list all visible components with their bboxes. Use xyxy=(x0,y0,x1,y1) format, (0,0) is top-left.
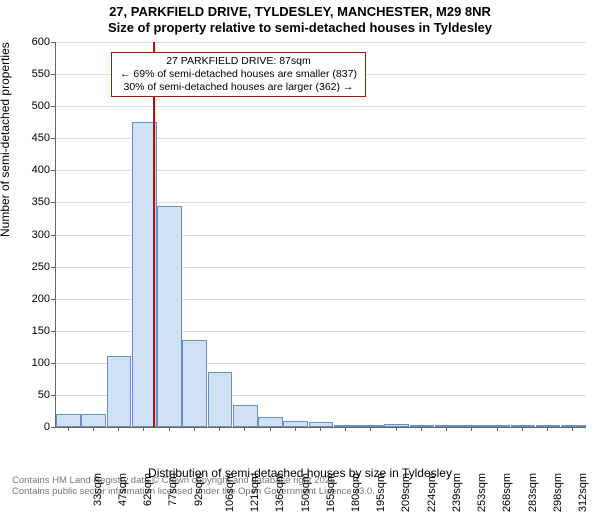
x-tick-mark xyxy=(93,427,94,431)
y-tick-mark xyxy=(51,42,55,43)
plot-area: 27 PARKFIELD DRIVE: 87sqm ← 69% of semi-… xyxy=(55,42,586,428)
y-tick-mark xyxy=(51,331,55,332)
chart-container: 27, PARKFIELD DRIVE, TYLDESLEY, MANCHEST… xyxy=(0,0,600,500)
x-tick-mark xyxy=(68,427,69,431)
x-tick-label: 77sqm xyxy=(167,473,179,506)
chart-title: 27, PARKFIELD DRIVE, TYLDESLEY, MANCHEST… xyxy=(0,0,600,20)
y-tick-label: 400 xyxy=(10,164,50,176)
y-tick-label: 550 xyxy=(10,68,50,80)
x-tick-mark xyxy=(295,427,296,431)
x-tick-mark xyxy=(370,427,371,431)
x-tick-mark xyxy=(421,427,422,431)
x-tick-label: 62sqm xyxy=(142,473,154,506)
histogram-bar xyxy=(258,417,283,427)
x-tick-label: 268sqm xyxy=(502,473,514,512)
y-tick-label: 300 xyxy=(10,229,50,241)
histogram-bar xyxy=(107,356,132,427)
reference-line xyxy=(153,42,155,427)
y-tick-mark xyxy=(51,106,55,107)
histogram-bar xyxy=(485,425,510,427)
y-tick-mark xyxy=(51,202,55,203)
x-tick-mark xyxy=(194,427,195,431)
x-tick-mark xyxy=(522,427,523,431)
annotation-box: 27 PARKFIELD DRIVE: 87sqm ← 69% of semi-… xyxy=(111,52,366,97)
x-tick-mark xyxy=(497,427,498,431)
y-tick-label: 50 xyxy=(10,389,50,401)
x-tick-label: 150sqm xyxy=(300,473,312,512)
chart-subtitle: Size of property relative to semi-detach… xyxy=(0,20,600,36)
x-tick-mark xyxy=(320,427,321,431)
x-tick-mark xyxy=(270,427,271,431)
histogram-bar xyxy=(384,424,409,427)
x-tick-label: 209sqm xyxy=(401,473,413,512)
y-tick-label: 600 xyxy=(10,36,50,48)
y-tick-label: 500 xyxy=(10,100,50,112)
x-tick-mark xyxy=(396,427,397,431)
y-tick-mark xyxy=(51,267,55,268)
annotation-line2: ← 69% of semi-detached houses are smalle… xyxy=(120,68,357,81)
x-tick-label: 121sqm xyxy=(249,473,261,512)
histogram-bar xyxy=(410,425,435,427)
histogram-bar xyxy=(157,206,182,427)
y-tick-label: 0 xyxy=(10,421,50,433)
y-tick-mark xyxy=(51,235,55,236)
x-tick-label: 106sqm xyxy=(224,473,236,512)
annotation-line3: 30% of semi-detached houses are larger (… xyxy=(120,81,357,94)
x-tick-mark xyxy=(143,427,144,431)
x-tick-label: 253sqm xyxy=(476,473,488,512)
y-tick-mark xyxy=(51,170,55,171)
histogram-bar xyxy=(359,425,384,427)
x-tick-label: 165sqm xyxy=(325,473,337,512)
y-tick-label: 150 xyxy=(10,325,50,337)
histogram-bar xyxy=(283,421,308,427)
histogram-bar xyxy=(208,372,233,427)
annotation-line1: 27 PARKFIELD DRIVE: 87sqm xyxy=(120,55,357,68)
x-tick-mark xyxy=(169,427,170,431)
x-tick-label: 239sqm xyxy=(451,473,463,512)
x-tick-label: 180sqm xyxy=(350,473,362,512)
x-tick-label: 224sqm xyxy=(426,473,438,512)
x-tick-label: 195sqm xyxy=(375,473,387,512)
x-tick-mark xyxy=(446,427,447,431)
x-tick-label: 33sqm xyxy=(92,473,104,506)
histogram-bar xyxy=(81,414,106,427)
x-tick-label: 136sqm xyxy=(274,473,286,512)
x-tick-label: 47sqm xyxy=(117,473,129,506)
x-tick-mark xyxy=(572,427,573,431)
x-tick-mark xyxy=(547,427,548,431)
y-tick-mark xyxy=(51,363,55,364)
x-tick-mark xyxy=(219,427,220,431)
y-tick-label: 250 xyxy=(10,261,50,273)
x-tick-mark xyxy=(118,427,119,431)
x-tick-label: 283sqm xyxy=(527,473,539,512)
histogram-bar xyxy=(182,340,207,427)
grid-line xyxy=(56,42,586,43)
histogram-bar xyxy=(511,425,536,427)
histogram-bar xyxy=(233,405,258,427)
y-tick-label: 200 xyxy=(10,293,50,305)
x-tick-label: 298sqm xyxy=(552,473,564,512)
y-tick-mark xyxy=(51,299,55,300)
histogram-bar xyxy=(56,414,81,427)
x-tick-label: 312sqm xyxy=(577,473,589,512)
x-tick-mark xyxy=(345,427,346,431)
y-tick-mark xyxy=(51,395,55,396)
grid-line xyxy=(56,106,586,107)
y-tick-label: 350 xyxy=(10,196,50,208)
x-tick-mark xyxy=(471,427,472,431)
x-tick-mark xyxy=(244,427,245,431)
y-tick-mark xyxy=(51,427,55,428)
y-tick-mark xyxy=(51,74,55,75)
y-tick-label: 450 xyxy=(10,132,50,144)
y-tick-mark xyxy=(51,138,55,139)
y-tick-label: 100 xyxy=(10,357,50,369)
x-tick-label: 92sqm xyxy=(193,473,205,506)
